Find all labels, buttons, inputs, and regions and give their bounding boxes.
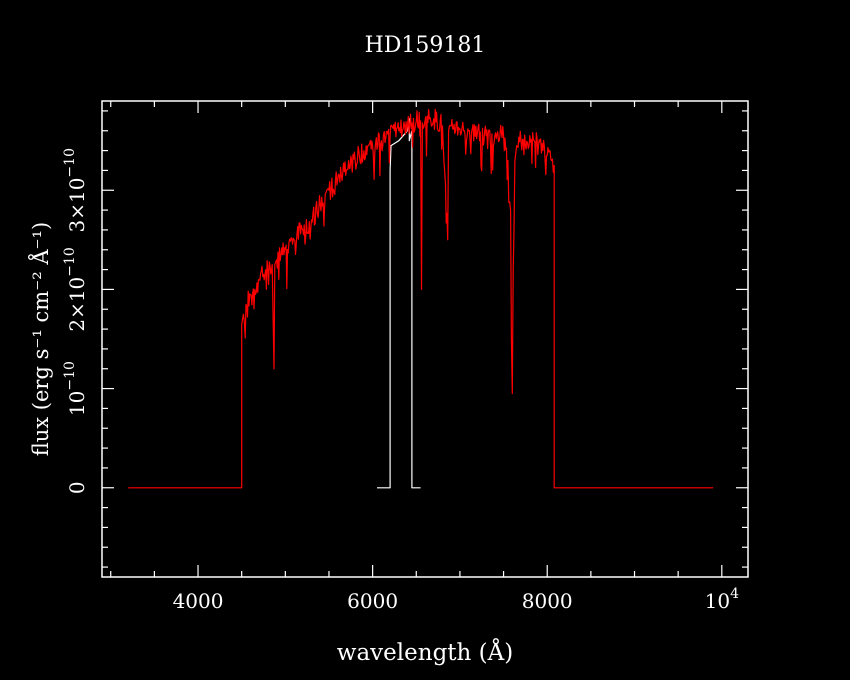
plot-frame <box>101 100 749 578</box>
x-tick-label: 6000 <box>347 589 398 613</box>
series-line <box>128 108 714 489</box>
y-tick-labels: 0 10−10 2×10−10 3×10−10 <box>62 148 89 494</box>
data-series <box>128 108 714 489</box>
y-tick-label: 2×10−10 <box>62 247 89 331</box>
x-axis-label: wavelength (Å) <box>337 638 513 666</box>
series-line <box>377 118 421 489</box>
axis-ticks <box>102 101 748 577</box>
x-tick-label: 104 <box>705 586 739 613</box>
chart-title: HD159181 <box>365 33 486 58</box>
y-tick-label: 0 <box>65 481 89 494</box>
y-axis-label: flux (erg s⁻¹ cm⁻² Å⁻¹) <box>28 222 53 457</box>
x-tick-labels: 4000 6000 8000 104 <box>173 586 740 613</box>
x-tick-label: 8000 <box>522 589 573 613</box>
y-tick-label: 3×10−10 <box>62 148 89 232</box>
x-tick-label: 4000 <box>173 589 224 613</box>
y-tick-label: 10−10 <box>62 361 89 416</box>
